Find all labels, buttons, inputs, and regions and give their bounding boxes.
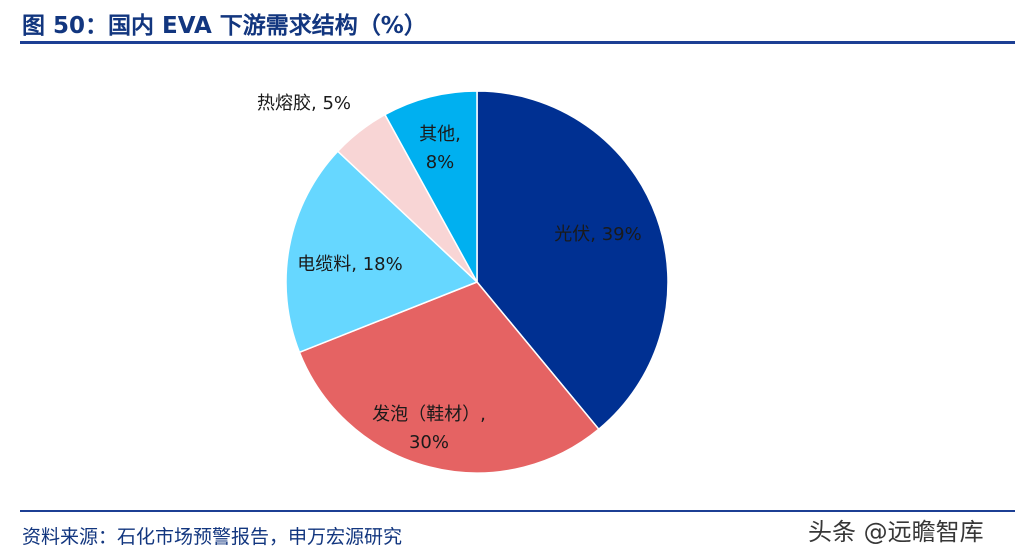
slice-label: 电缆料, 18% [297,254,402,275]
pie-slice [285,150,479,354]
slice-label: 热熔胶, 5% [257,93,351,114]
source-note: 资料来源：石化市场预警报告，申万宏源研究 [22,526,403,548]
slice-label: 其他, 8% [419,124,461,173]
footer-divider [20,510,1015,512]
title-divider [20,41,1015,44]
pie-slice [298,281,600,474]
slice-label: 光伏, 39% [554,224,641,245]
pie-slice [383,90,478,283]
pie-slice [476,90,669,431]
slice-label: 发泡（鞋材）, 30% [372,404,486,453]
watermark: 头条 @远瞻智库 [808,518,984,546]
chart-title: 图 50：国内 EVA 下游需求结构（%） [22,13,427,39]
